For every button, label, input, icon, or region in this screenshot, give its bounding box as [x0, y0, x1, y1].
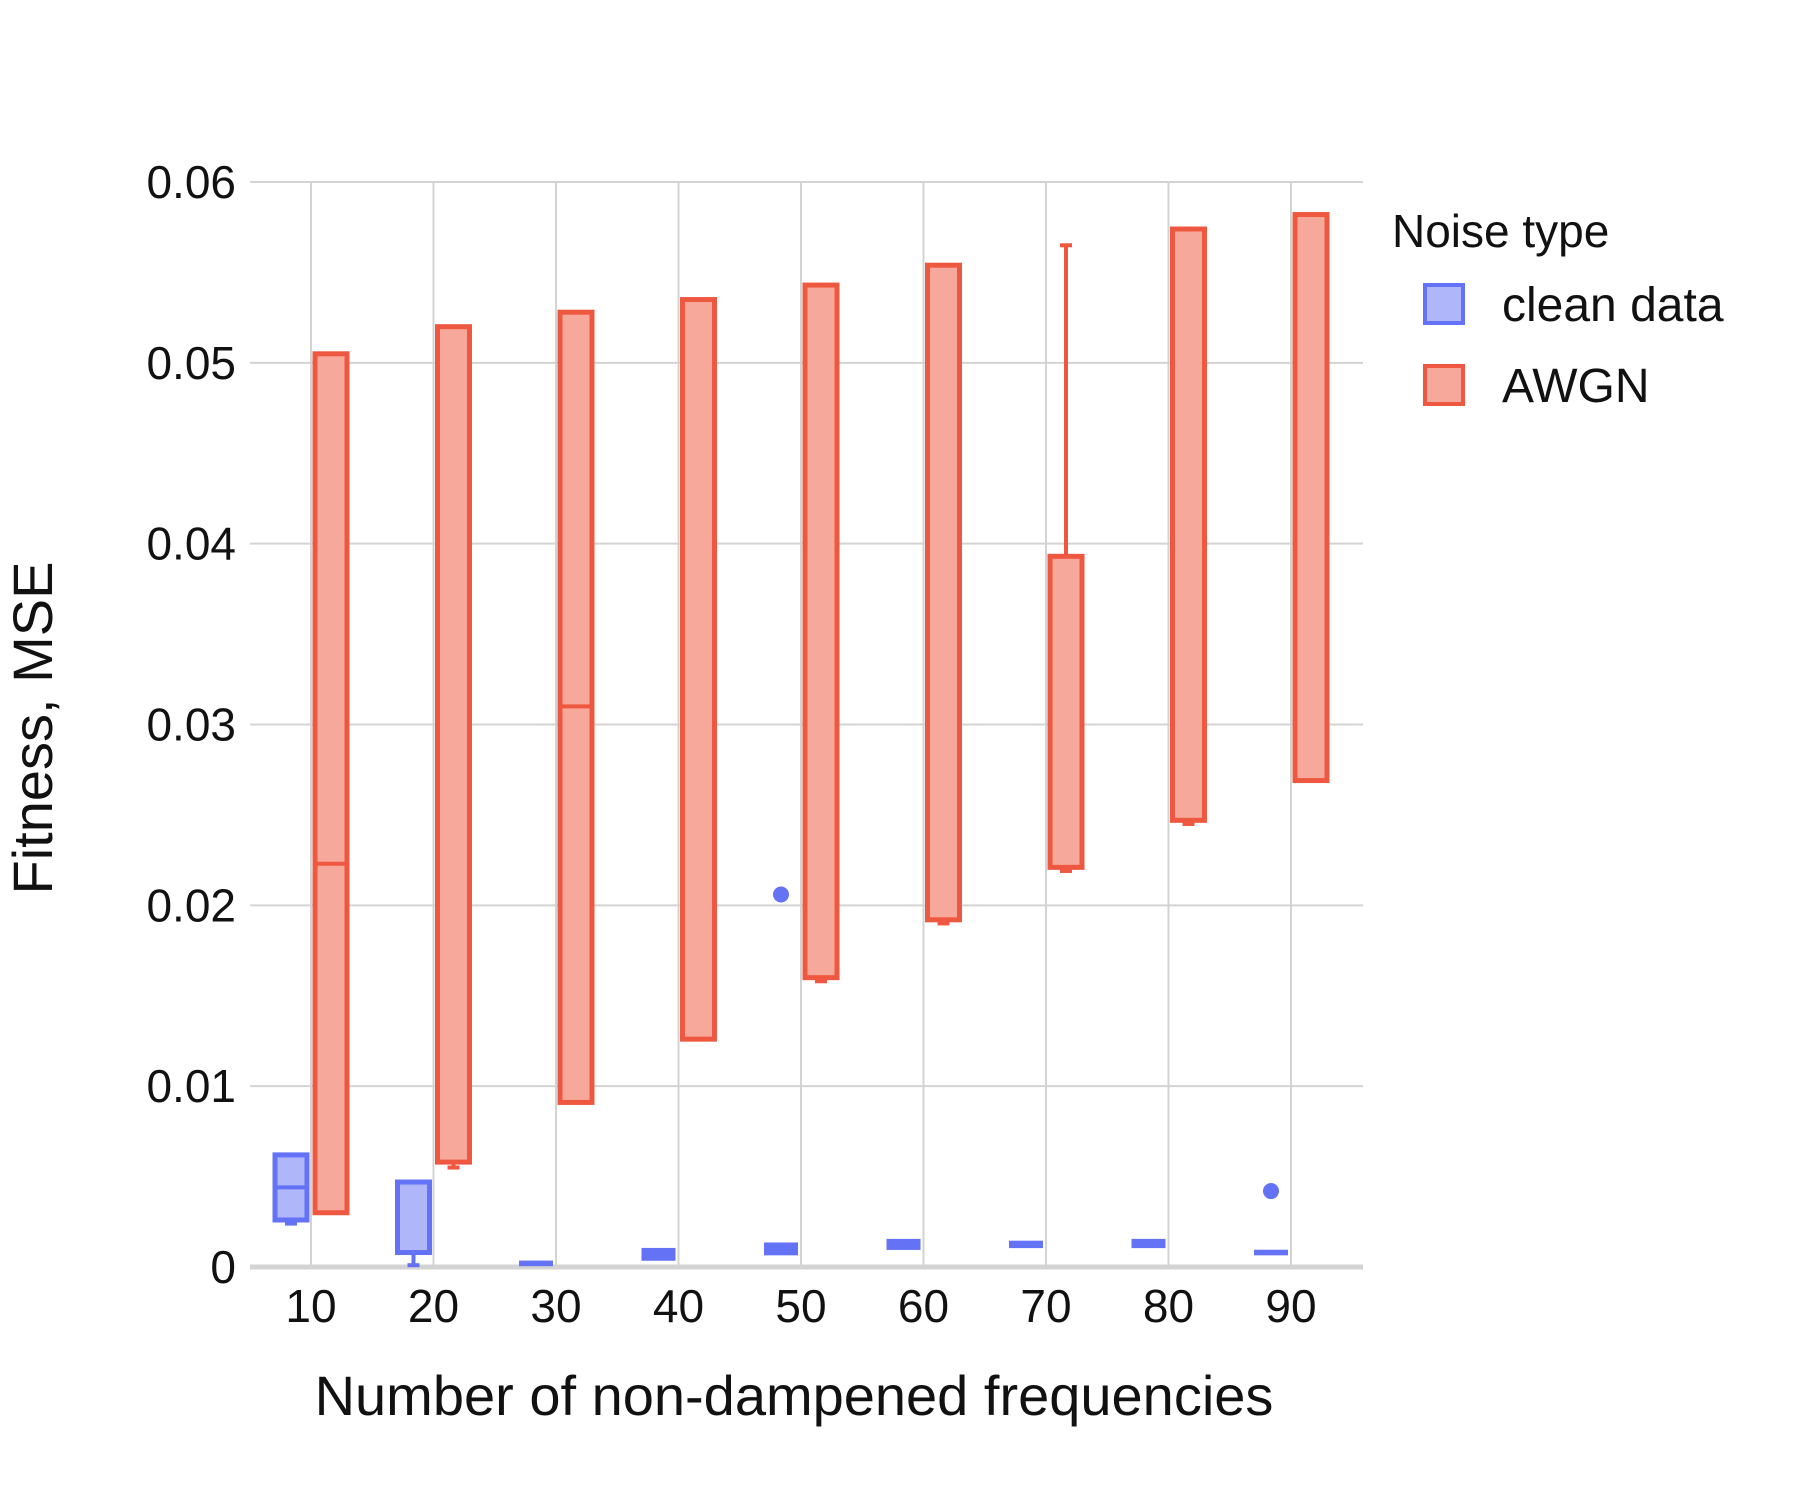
y-tick-label: 0.05	[146, 337, 236, 389]
box-body	[1170, 226, 1207, 823]
outlier-point	[773, 886, 789, 903]
box-awgn-30	[557, 309, 595, 1105]
legend: Noise type clean data AWGN	[1392, 205, 1724, 413]
box-body	[886, 1238, 921, 1250]
box-clean-data-50	[764, 886, 798, 1256]
box-body	[641, 1247, 676, 1261]
x-tick-label: 10	[285, 1280, 336, 1332]
y-axis-tick-labels: 0 0.01 0.02 0.03 0.04 0.05 0.06	[146, 156, 236, 1293]
box-body	[395, 1179, 432, 1256]
x-tick-label: 30	[530, 1280, 581, 1332]
box-clean-data-80	[1131, 1238, 1166, 1249]
legend-swatch-awgn	[1423, 364, 1465, 406]
outlier-point	[1263, 1183, 1279, 1200]
box-body	[1047, 553, 1085, 870]
box-clean-data-10	[272, 1152, 310, 1226]
x-tick-label: 80	[1143, 1280, 1194, 1332]
x-tick-label: 70	[1020, 1280, 1071, 1332]
y-tick-label: 0.04	[146, 518, 236, 570]
y-tick-label: 0.03	[146, 699, 236, 751]
box-body	[1292, 212, 1330, 784]
box-body	[802, 282, 840, 981]
box-body	[312, 351, 350, 1216]
box-awgn-60	[925, 262, 962, 926]
box-awgn-20	[435, 324, 472, 1170]
box-awgn-90	[1292, 212, 1330, 784]
box-awgn-10	[312, 351, 350, 1216]
box-clean-data-30	[519, 1260, 553, 1267]
y-axis-title: Fitness, MSE	[1, 562, 64, 895]
y-tick-label: 0.01	[146, 1060, 236, 1112]
box-body	[1131, 1238, 1166, 1249]
box-body	[1009, 1240, 1043, 1249]
box-clean-data-20	[395, 1179, 432, 1268]
box-body	[435, 324, 472, 1165]
box-awgn-80	[1170, 226, 1207, 826]
box-body	[764, 1242, 798, 1256]
x-tick-label: 90	[1265, 1280, 1316, 1332]
box-body	[925, 262, 962, 923]
box-clean-data-60	[886, 1238, 921, 1250]
box-body	[519, 1260, 553, 1267]
x-tick-label: 60	[898, 1280, 949, 1332]
x-tick-label: 50	[775, 1280, 826, 1332]
x-tick-label: 20	[408, 1280, 459, 1332]
x-tick-label: 40	[653, 1280, 704, 1332]
box-body	[680, 297, 717, 1042]
legend-label-clean-data: clean data	[1502, 279, 1724, 332]
legend-label-awgn: AWGN	[1502, 360, 1650, 413]
x-axis-title: Number of non-dampened frequencies	[315, 1364, 1274, 1427]
y-tick-label: 0.02	[146, 879, 236, 931]
legend-title: Noise type	[1392, 205, 1609, 257]
box-awgn-70	[1047, 243, 1085, 873]
box-clean-data-40	[641, 1247, 676, 1261]
box-body	[1254, 1249, 1288, 1256]
box-series	[272, 212, 1330, 1268]
x-axis-tick-labels: 10 20 30 40 50 60 70 80 90	[285, 1280, 1316, 1332]
box-clean-data-70	[1009, 1240, 1043, 1249]
y-tick-label: 0.06	[146, 156, 236, 208]
y-tick-label: 0	[210, 1241, 236, 1293]
box-clean-data-90	[1254, 1183, 1288, 1256]
legend-swatch-clean-data	[1423, 283, 1465, 325]
box-awgn-50	[802, 282, 840, 984]
box-awgn-40	[680, 297, 717, 1042]
